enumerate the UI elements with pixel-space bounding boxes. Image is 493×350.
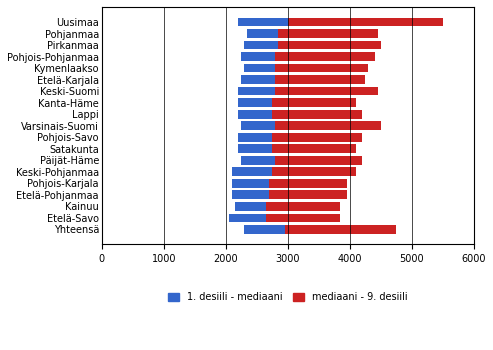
- Bar: [241, 52, 276, 61]
- Bar: [238, 18, 288, 26]
- Bar: [272, 133, 362, 141]
- Bar: [238, 110, 272, 119]
- Bar: [247, 29, 279, 38]
- Bar: [238, 133, 272, 141]
- Bar: [232, 190, 269, 199]
- Legend: 1. desiili - mediaani, mediaani - 9. desiili: 1. desiili - mediaani, mediaani - 9. des…: [164, 288, 412, 306]
- Bar: [276, 64, 368, 72]
- Bar: [235, 202, 266, 211]
- Bar: [269, 190, 347, 199]
- Bar: [276, 75, 365, 84]
- Bar: [245, 41, 279, 49]
- Bar: [245, 225, 284, 234]
- Bar: [276, 52, 375, 61]
- Bar: [238, 98, 272, 107]
- Bar: [272, 145, 356, 153]
- Bar: [279, 29, 378, 38]
- Bar: [229, 214, 266, 222]
- Bar: [272, 98, 356, 107]
- Bar: [266, 202, 341, 211]
- Bar: [241, 156, 276, 164]
- Bar: [272, 167, 356, 176]
- Bar: [279, 41, 381, 49]
- Bar: [269, 179, 347, 188]
- Bar: [272, 110, 362, 119]
- Bar: [238, 87, 276, 96]
- Bar: [266, 214, 341, 222]
- Bar: [288, 18, 443, 26]
- Bar: [245, 64, 276, 72]
- Bar: [238, 145, 272, 153]
- Bar: [276, 156, 362, 164]
- Bar: [284, 225, 396, 234]
- Bar: [232, 179, 269, 188]
- Bar: [241, 75, 276, 84]
- Bar: [232, 167, 272, 176]
- Bar: [276, 121, 381, 130]
- Bar: [276, 87, 378, 96]
- Bar: [241, 121, 276, 130]
